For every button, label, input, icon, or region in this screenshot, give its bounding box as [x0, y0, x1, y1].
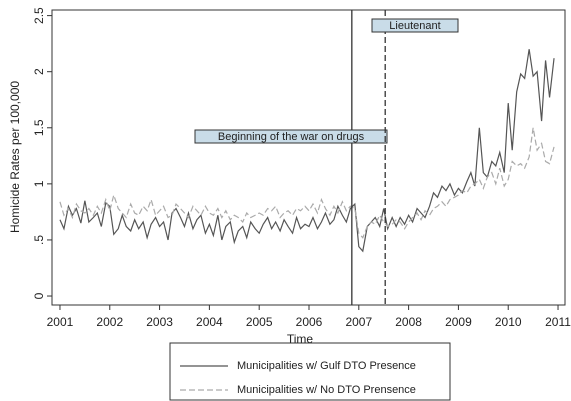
x-tick-label: 2002 [96, 315, 123, 329]
x-tick-label: 2007 [345, 315, 372, 329]
annotation-box [194, 129, 388, 144]
annotation-box [371, 18, 459, 33]
y-tick-label: 1 [32, 180, 46, 187]
legend-label: Municipalities w/ Gulf DTO Presence [237, 360, 416, 372]
y-tick-label: 0 [32, 292, 46, 299]
annotation: Lieutenant [389, 20, 440, 32]
x-tick-label: 2006 [296, 315, 323, 329]
x-tick-label: 2010 [495, 315, 522, 329]
y-tick-label: 2 [32, 68, 46, 75]
y-tick-label: 2.5 [32, 7, 46, 24]
series-line [59, 127, 555, 239]
x-tick-label: 2003 [146, 315, 173, 329]
legend-label: Municipalities w/ No DTO Prensence [237, 384, 416, 396]
series-line [59, 49, 555, 253]
plot-frame [51, 9, 566, 306]
x-tick-label: 2004 [196, 315, 223, 329]
x-tick-label: 2009 [445, 315, 472, 329]
y-tick-label: .5 [32, 235, 46, 245]
annotation: Beginning of the war on drugs [218, 131, 365, 143]
x-tick-label: 2005 [246, 315, 273, 329]
x-tick-label: 2001 [47, 315, 74, 329]
x-tick-label: 2011 [545, 315, 571, 329]
x-tick-label: 2008 [395, 315, 422, 329]
y-tick-label: 1.5 [32, 119, 46, 136]
y-axis-label: Homicide Rates per 100,000 [8, 81, 22, 233]
